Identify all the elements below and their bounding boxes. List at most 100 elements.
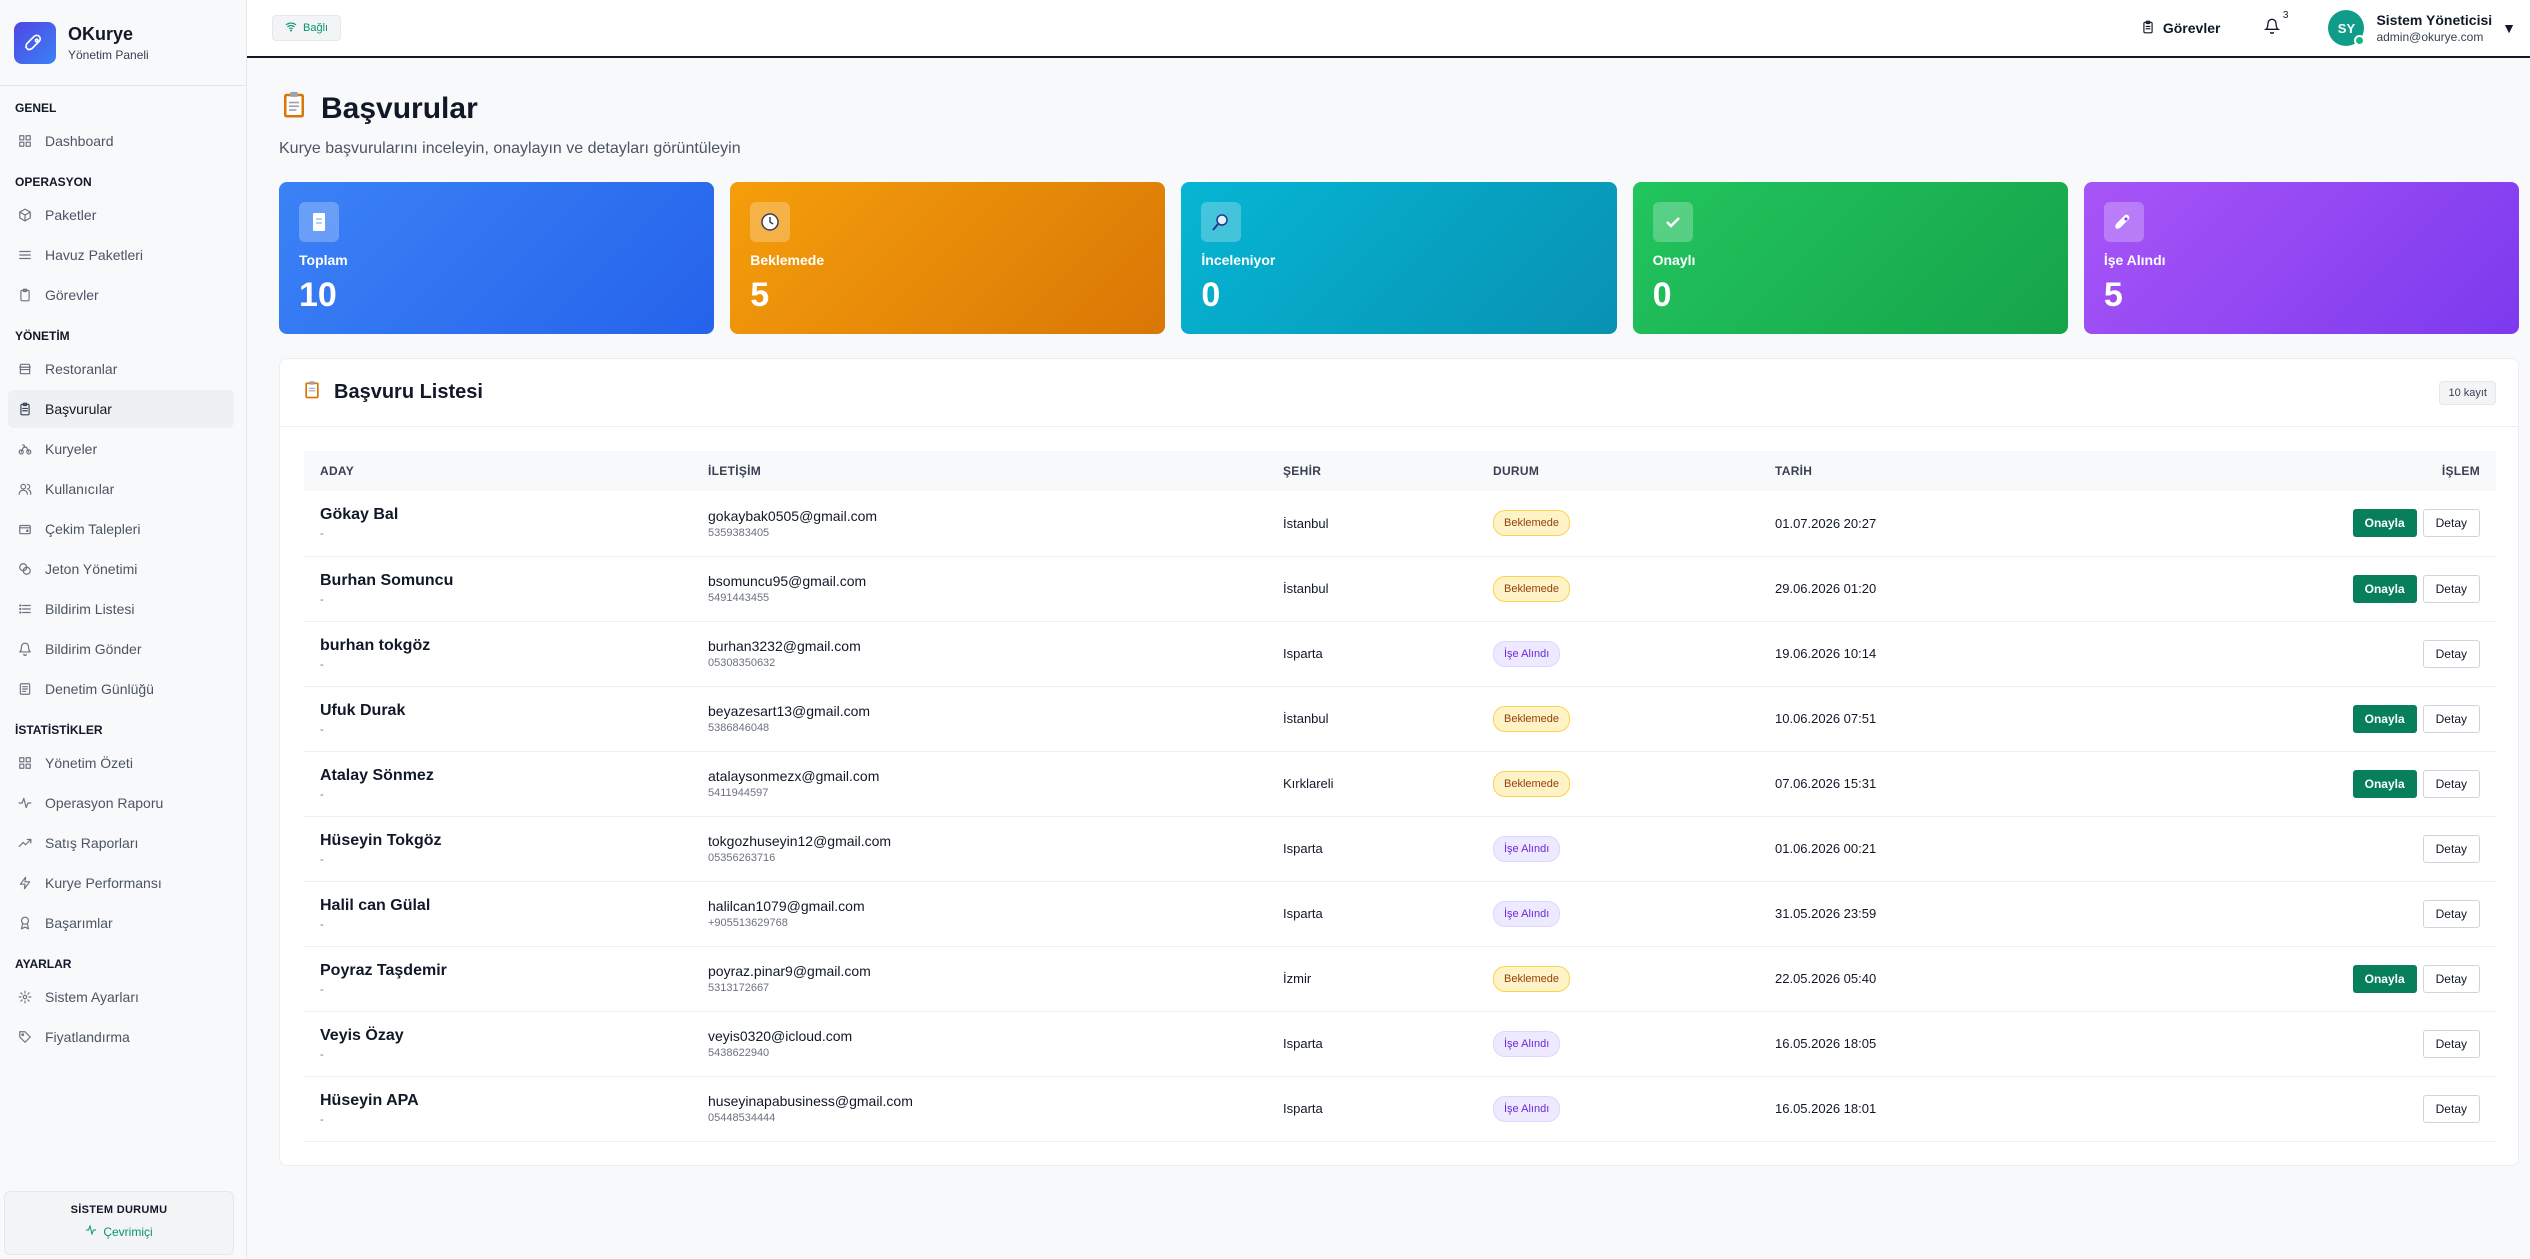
sidebar-item[interactable]: Başvurular (8, 390, 234, 428)
tasks-button[interactable]: Görevler (2141, 20, 2220, 37)
sidebar-item-label: Fiyatlandırma (45, 1029, 130, 1045)
coins-icon (17, 561, 33, 577)
sidebar-item[interactable]: Kullanıcılar (8, 470, 234, 508)
detail-button[interactable]: Detay (2422, 1029, 2480, 1058)
system-status: SİSTEM DURUMU Çevrimiçi (4, 1191, 234, 1255)
sidebar-item[interactable]: Fiyatlandırma (8, 1018, 234, 1056)
candidate-email: halilcan1079@gmail.com (708, 898, 865, 914)
page-subtitle: Kurye başvurularını inceleyin, onaylayın… (279, 140, 741, 157)
stat-card: Toplam 10 (279, 182, 715, 334)
candidate-name: Hüseyin Tokgöz (320, 831, 442, 849)
avatar[interactable]: SY (2328, 10, 2366, 46)
actions-cell: Onayla Detay (2179, 491, 2496, 556)
contact-cell: bsomuncu95@gmail.com 5491443455 (692, 556, 1267, 621)
approve-button[interactable]: Onayla (2352, 574, 2417, 603)
detail-button[interactable]: Detay (2422, 834, 2480, 863)
page-title: Başvurular (321, 92, 478, 125)
candidate-cell: Hüseyin Tokgöz - (304, 816, 692, 881)
approve-button[interactable]: Onayla (2352, 964, 2417, 993)
sidebar-item[interactable]: Satış Raporları (8, 824, 234, 862)
detail-button[interactable]: Detay (2422, 899, 2480, 928)
stat-label: İşe Alındı (2103, 252, 2166, 268)
candidate-email: burhan3232@gmail.com (708, 638, 861, 654)
table-row: Halil can Gülal - halilcan1079@gmail.com +9… (304, 881, 2496, 946)
sidebar-item[interactable]: Kurye Performansı (8, 864, 234, 902)
nav-section-title: AYARLAR (15, 957, 72, 971)
sidebar-item[interactable]: Dashboard (8, 122, 234, 160)
city-cell: İstanbul (1283, 515, 1329, 531)
status-cell: İşe Alındı (1477, 1011, 1759, 1076)
contact-cell: gokaybak0505@gmail.com 5359383405 (692, 491, 1267, 556)
candidate-name: Ufuk Durak (320, 701, 406, 719)
detail-button[interactable]: Detay (2422, 769, 2480, 798)
sidebar-item[interactable]: Kuryeler (8, 430, 234, 468)
applications-table: ADAY İLETİŞİM ŞEHİR DURUM TARİH İŞLEM Gö… (304, 451, 2496, 1142)
sidebar-item[interactable]: Havuz Paketleri (8, 236, 234, 274)
clipboard-list-icon (17, 401, 33, 417)
sidebar-item[interactable]: Çekim Talepleri (8, 510, 234, 548)
wifi-icon (285, 21, 297, 36)
check-icon (1652, 202, 1693, 242)
sidebar-item[interactable]: Operasyon Raporu (8, 784, 234, 822)
notifications-button[interactable]: 3 (2264, 10, 2288, 39)
status-badge: İşe Alındı (1493, 1030, 1561, 1057)
column-header-contact: İLETİŞİM (708, 464, 762, 478)
sidebar-item[interactable]: Denetim Günlüğü (8, 670, 234, 708)
stat-label: İnceleniyor (1201, 252, 1276, 268)
panel-title: Başvuru Listesi (334, 381, 483, 403)
rocket-icon (2103, 202, 2144, 242)
sidebar-item[interactable]: Restoranlar (8, 350, 234, 388)
contact-cell: burhan3232@gmail.com 05308350632 (692, 621, 1267, 686)
status-cell: İşe Alındı (1477, 621, 1759, 686)
candidate-phone: 05356263716 (708, 852, 776, 864)
approve-button[interactable]: Onayla (2352, 704, 2417, 733)
candidate-email: veyis0320@icloud.com (708, 1028, 853, 1044)
bell-icon (2264, 18, 2281, 38)
approve-button[interactable]: Onayla (2352, 509, 2417, 538)
candidate-email: gokaybak0505@gmail.com (708, 507, 878, 524)
clock-icon (750, 202, 791, 242)
detail-button[interactable]: Detay (2422, 639, 2480, 668)
approve-button[interactable]: Onayla (2352, 769, 2417, 798)
candidate-email: beyazesart13@gmail.com (708, 703, 871, 719)
sidebar-item[interactable]: Görevler (8, 276, 234, 314)
candidate-cell: Poyraz Taşdemir - (304, 946, 692, 1011)
detail-button[interactable]: Detay (2422, 964, 2480, 993)
detail-button[interactable]: Detay (2422, 509, 2480, 538)
store-icon (17, 361, 33, 377)
sidebar-item[interactable]: Sistem Ayarları (8, 978, 234, 1016)
sidebar-item[interactable]: Bildirim Gönder (8, 630, 234, 668)
sidebar-item-label: Yönetim Özeti (45, 755, 133, 771)
avatar-initials: SY (2337, 20, 2356, 36)
bike-icon (17, 441, 33, 457)
user-info[interactable]: Sistem Yöneticisi admin@okurye.com (2376, 12, 2492, 44)
stat-card: İnceleniyor 0 (1181, 182, 1617, 334)
chevron-down-icon[interactable]: ▼ (2502, 20, 2516, 36)
candidate-name: Hüseyin APA (320, 1091, 419, 1109)
column-header-date: TARİH (1775, 464, 1813, 478)
sidebar-item-label: Görevler (45, 287, 99, 303)
sidebar-item-label: Havuz Paketleri (45, 247, 144, 263)
sidebar-item[interactable]: Bildirim Listesi (8, 590, 234, 628)
sidebar-item[interactable]: Yönetim Özeti (8, 744, 234, 782)
activity-icon (85, 1224, 97, 1239)
sidebar-item[interactable]: Paketler (8, 196, 234, 234)
sidebar-item-label: Satış Raporları (45, 835, 139, 851)
status-badge: İşe Alındı (1493, 900, 1561, 927)
stat-value: 10 (299, 276, 337, 314)
detail-button[interactable]: Detay (2422, 1094, 2480, 1123)
users-icon (17, 481, 33, 497)
candidate-sub: - (320, 788, 324, 801)
status-badge: Beklemede (1493, 965, 1571, 992)
table-header-row: ADAY İLETİŞİM ŞEHİR DURUM TARİH İŞLEM (304, 451, 2496, 491)
gear-icon (17, 989, 33, 1005)
candidate-phone: +905513629768 (708, 917, 788, 929)
sidebar-item-label: Restoranlar (45, 361, 118, 377)
actions-cell: Detay (2179, 621, 2496, 686)
candidate-cell: Burhan Somuncu - (304, 556, 692, 621)
stat-value: 0 (1201, 276, 1221, 314)
detail-button[interactable]: Detay (2422, 704, 2480, 733)
detail-button[interactable]: Detay (2422, 574, 2480, 603)
sidebar-item[interactable]: Başarımlar (8, 904, 234, 942)
sidebar-item[interactable]: Jeton Yönetimi (8, 550, 234, 588)
